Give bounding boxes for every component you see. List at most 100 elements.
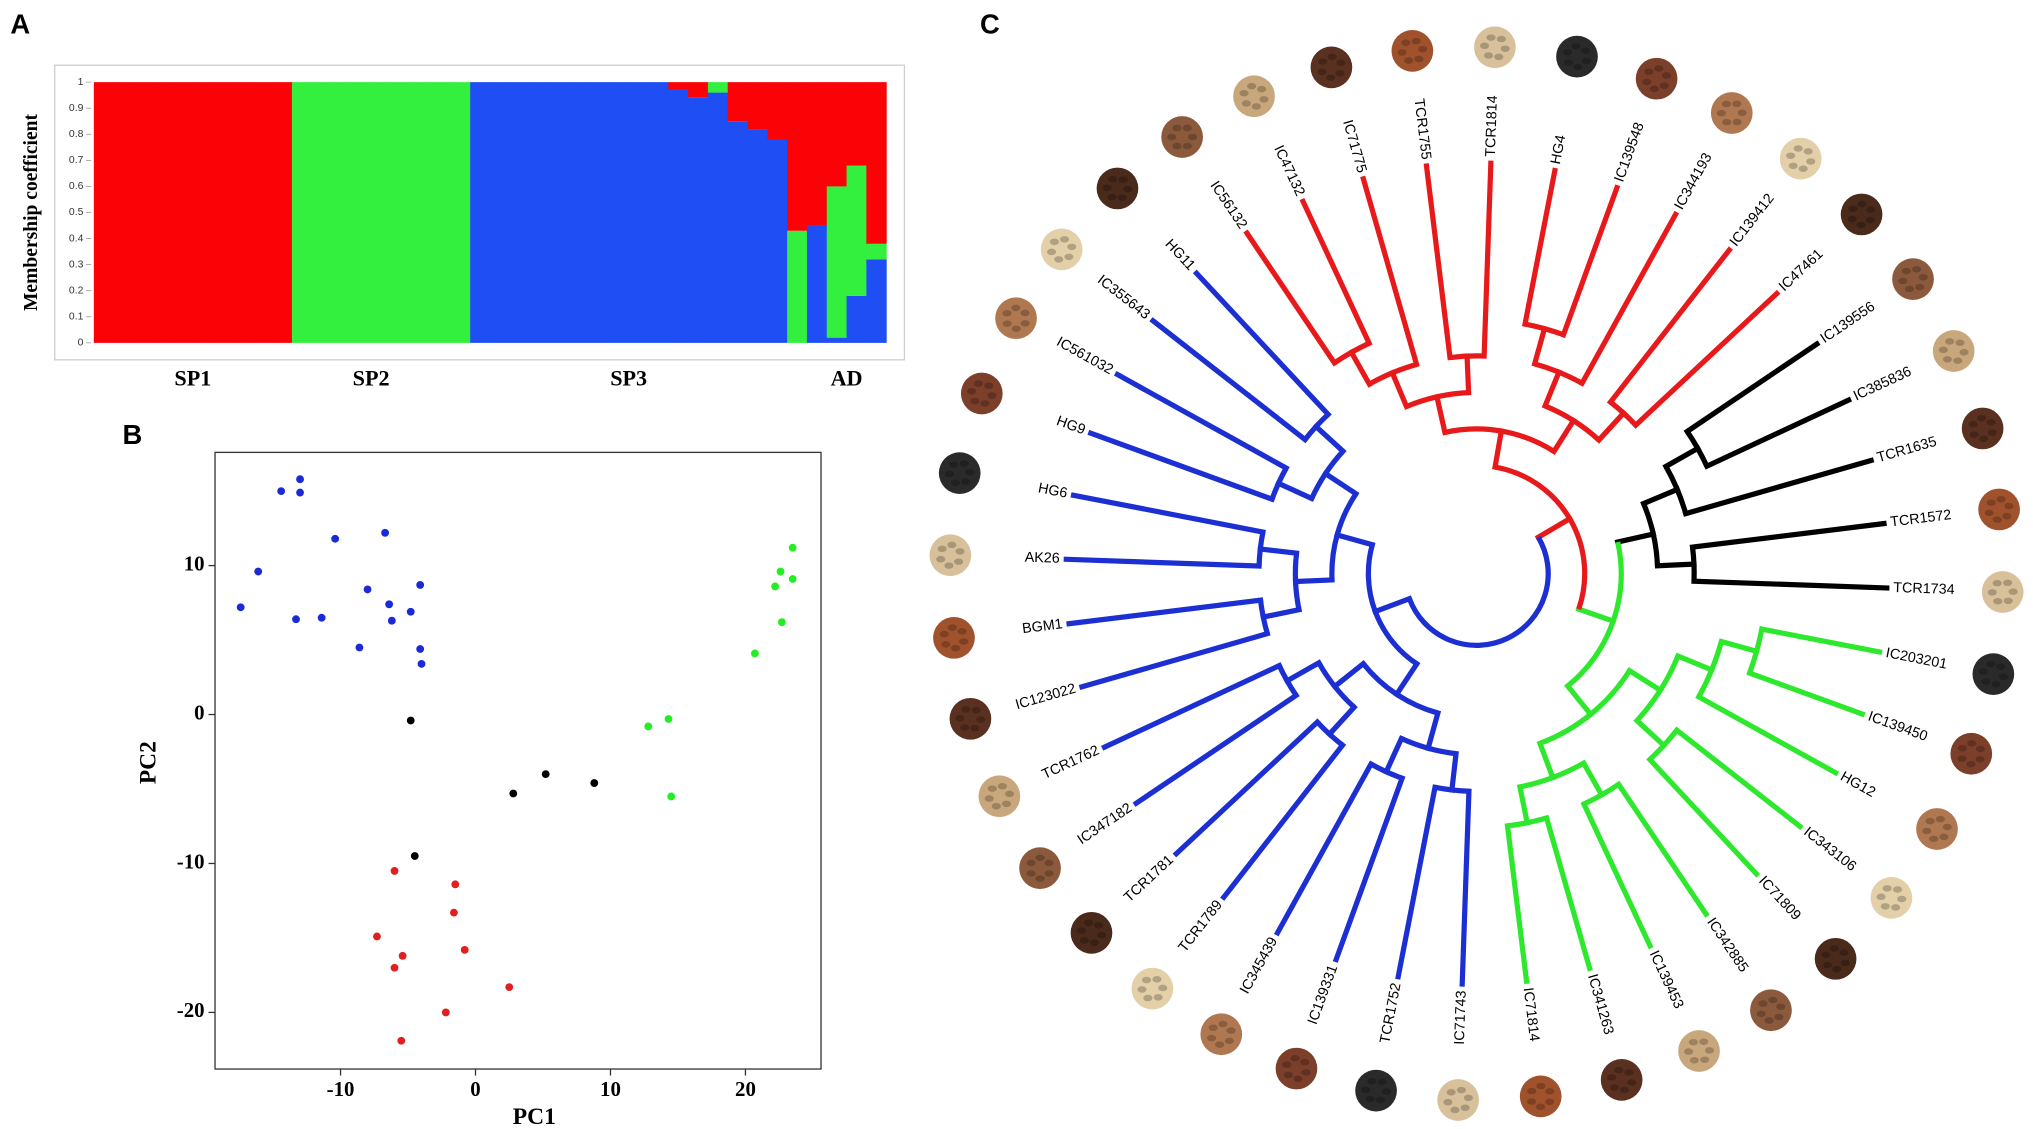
bar-segment — [826, 82, 848, 187]
point — [390, 867, 399, 875]
bar-segment — [509, 82, 531, 343]
branch — [1273, 760, 1375, 937]
branch — [1674, 652, 1716, 674]
bar-segment — [529, 82, 550, 343]
branch — [1682, 457, 1875, 517]
branch — [1521, 167, 1558, 328]
seed-image — [978, 775, 1021, 818]
seed — [1226, 1027, 1236, 1034]
seed — [1856, 221, 1866, 229]
seed — [1011, 304, 1021, 312]
seed — [1079, 937, 1089, 944]
seed — [1480, 42, 1490, 50]
seed — [1545, 1098, 1555, 1106]
branch — [1543, 814, 1593, 972]
bar-segment — [153, 82, 174, 343]
panel-a-frame — [54, 64, 906, 361]
seed — [1580, 47, 1591, 54]
seed-image — [1892, 258, 1934, 300]
seed-pile — [978, 775, 1021, 818]
branch — [1550, 416, 1578, 456]
seed — [1644, 68, 1654, 75]
seed — [1545, 1088, 1555, 1095]
branch — [1149, 317, 1309, 444]
leaf-label: HG6 — [1037, 480, 1069, 501]
seed — [1892, 886, 1903, 893]
seed — [1987, 589, 1997, 596]
seed-image — [1600, 1059, 1643, 1101]
seed — [1737, 109, 1747, 117]
seed — [1581, 57, 1592, 65]
seed — [1049, 238, 1059, 246]
seed — [1404, 57, 1414, 64]
leaf-label: IC71814 — [1520, 987, 1542, 1043]
seed — [1967, 740, 1977, 747]
seed — [936, 555, 946, 563]
x-axis-label: PC1 — [513, 1104, 556, 1129]
leaf-label: BGM1 — [1021, 616, 1063, 637]
seed — [1821, 951, 1831, 959]
leaf-label: IC71775 — [1339, 118, 1369, 175]
seed — [1224, 1037, 1234, 1045]
seed — [1215, 1041, 1225, 1048]
seed — [1918, 274, 1928, 281]
seed — [1141, 976, 1152, 984]
branch — [1325, 703, 1358, 738]
seed — [1536, 1082, 1546, 1090]
seed — [1704, 1047, 1715, 1054]
seed-pile — [1040, 228, 1083, 271]
seed — [1938, 346, 1948, 354]
y-tick-label: 0.4 — [69, 233, 84, 244]
seed — [1642, 78, 1652, 86]
panel-label: A — [10, 8, 30, 39]
seed — [1968, 420, 1978, 428]
branch — [1331, 660, 1367, 691]
seed — [1067, 243, 1077, 251]
branch — [1172, 718, 1322, 858]
branch — [1541, 368, 1563, 410]
seed — [1117, 194, 1127, 201]
seed-image — [1981, 571, 2024, 613]
y-tick-label: 0.8 — [69, 129, 84, 140]
seed — [974, 380, 984, 387]
bar-segment — [846, 295, 867, 343]
bar-segment — [668, 89, 689, 343]
seed-pile — [1519, 1075, 1562, 1118]
bar-segment — [549, 82, 570, 343]
leaf-label: IC344193 — [1672, 150, 1716, 212]
seed — [1880, 903, 1890, 910]
seed — [1002, 309, 1012, 317]
seed-pile — [1355, 1069, 1397, 1112]
seed — [991, 802, 1001, 810]
branch — [1395, 784, 1439, 980]
x-tick-label: 10 — [600, 1077, 621, 1101]
seed-image — [960, 372, 1003, 415]
seed — [1609, 1084, 1619, 1091]
seed — [970, 724, 980, 732]
bar-segment — [668, 82, 689, 90]
seed — [1089, 939, 1100, 947]
seed — [1688, 1038, 1698, 1046]
seed — [1137, 986, 1147, 993]
seed — [1984, 509, 1994, 517]
leaf-label: IC71743 — [1452, 990, 1470, 1045]
seed — [1959, 349, 1969, 356]
seed-image — [1131, 967, 1174, 1010]
seed-pile — [1870, 877, 1913, 919]
branch — [1393, 660, 1421, 698]
seed — [1986, 499, 1996, 506]
seed — [1996, 663, 2006, 671]
seed — [1922, 827, 1932, 835]
branch — [1689, 520, 1887, 550]
seed — [1026, 870, 1036, 877]
branch — [1388, 369, 1410, 410]
point — [664, 715, 673, 723]
leaf-label: IC139450 — [1866, 709, 1930, 745]
branch — [1101, 662, 1283, 751]
seed-image — [1750, 989, 1792, 1032]
seed — [1876, 893, 1886, 901]
seed — [1283, 1071, 1293, 1079]
seed — [1721, 100, 1731, 108]
point — [355, 643, 364, 652]
seed — [1044, 870, 1054, 877]
